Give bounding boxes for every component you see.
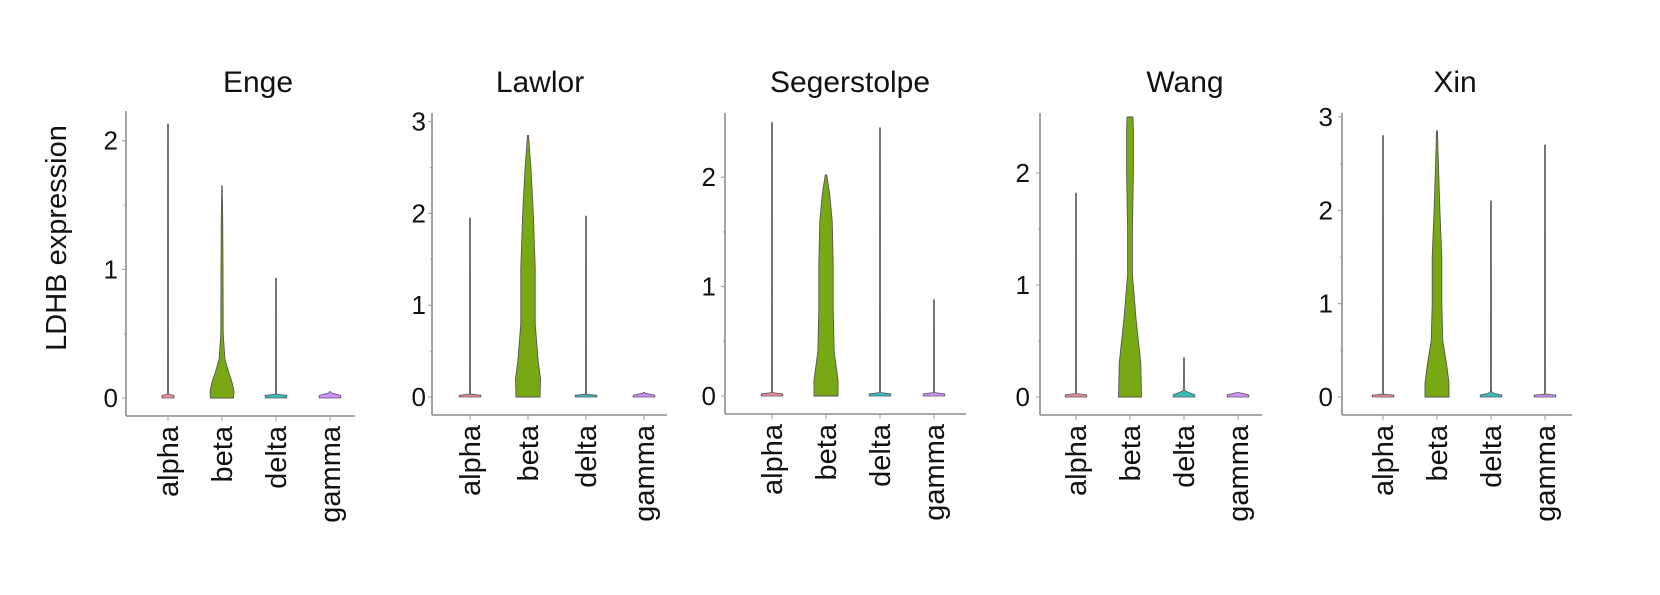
panel-title: Xin <box>1433 66 1476 99</box>
violin-gamma <box>1226 392 1250 398</box>
x-tick-label: gamma <box>1530 424 1562 522</box>
panel-wang: Wang 0 1 2 alpha beta delta gamma <box>1016 66 1262 522</box>
y-tick-label: 1 <box>412 290 426 320</box>
panel-xin: Xin 0 1 2 3 alpha beta delta gamma <box>1319 66 1572 522</box>
y-tick-label: 2 <box>1319 195 1333 225</box>
violin-gamma <box>318 391 342 399</box>
violin-gamma <box>632 392 656 398</box>
y-tick-label: 2 <box>1016 158 1030 188</box>
x-tick-label: alpha <box>455 424 487 496</box>
x-tick-label: beta <box>1422 424 1454 481</box>
x-tick-label: delta <box>1169 424 1201 488</box>
violin-gamma <box>922 299 946 397</box>
y-tick-label: 3 <box>412 107 426 137</box>
y-tick-label: 2 <box>104 126 118 156</box>
x-tick-label: alpha <box>1368 424 1400 496</box>
panel-title: Segerstolpe <box>770 66 930 99</box>
y-tick-label: 2 <box>412 198 426 228</box>
panel-title: Wang <box>1146 66 1223 99</box>
panel-lawlor: Lawlor 0 1 2 3 alpha beta delta gamma <box>412 66 667 522</box>
x-tick-label: gamma <box>629 424 661 522</box>
violin-delta <box>264 278 288 399</box>
panel-title: Lawlor <box>496 66 584 99</box>
y-tick-label: 0 <box>104 383 118 413</box>
violin-alpha <box>1064 192 1088 398</box>
violin-beta <box>813 174 839 397</box>
y-tick-label: 0 <box>702 381 716 411</box>
violin-alpha <box>760 122 784 397</box>
x-tick-label: alpha <box>757 423 789 495</box>
panels: Enge 0 1 2 alpha beta delta gamma Lawlor 0 1 2 3 alph… <box>104 66 1572 523</box>
x-tick-label: delta <box>865 423 897 487</box>
panel-segerstolpe: Segerstolpe 0 1 2 alpha beta delta gamma <box>702 66 966 521</box>
violin-delta <box>868 127 892 397</box>
violin-delta <box>574 215 598 398</box>
y-tick-label: 1 <box>104 254 118 284</box>
violin-gamma <box>1533 144 1557 398</box>
y-tick-label: 0 <box>412 382 426 412</box>
panel-enge: Enge 0 1 2 alpha beta delta gamma <box>104 66 355 523</box>
x-tick-label: gamma <box>1223 424 1255 522</box>
x-tick-label: delta <box>261 425 293 489</box>
violin-alpha <box>1371 135 1395 398</box>
x-tick-label: alpha <box>153 425 185 497</box>
violin-alpha <box>458 217 482 398</box>
y-tick-label: 1 <box>702 272 716 302</box>
y-tick-label: 3 <box>1319 102 1333 132</box>
x-tick-label: gamma <box>919 423 951 521</box>
panel-title: Enge <box>223 66 293 99</box>
y-tick-label: 0 <box>1016 382 1030 412</box>
x-tick-label: alpha <box>1061 424 1093 496</box>
violin-beta <box>515 134 541 398</box>
violin-alpha <box>161 123 175 399</box>
y-tick-label: 1 <box>1319 289 1333 319</box>
y-axis-label: LDHB expression <box>41 125 73 351</box>
x-tick-label: delta <box>1476 424 1508 488</box>
x-tick-label: beta <box>811 423 843 480</box>
x-tick-label: delta <box>571 424 603 488</box>
x-tick-label: gamma <box>315 425 347 523</box>
violin-beta <box>1424 130 1450 398</box>
x-tick-label: beta <box>513 424 545 481</box>
violin-delta <box>1172 357 1196 398</box>
x-tick-label: beta <box>207 425 239 482</box>
violin-delta <box>1479 200 1503 398</box>
violin-beta <box>209 185 235 399</box>
y-tick-label: 0 <box>1319 382 1333 412</box>
x-tick-label: beta <box>1115 424 1147 481</box>
violin-beta <box>1118 116 1142 398</box>
y-tick-label: 1 <box>1016 270 1030 300</box>
y-tick-label: 2 <box>702 162 716 192</box>
